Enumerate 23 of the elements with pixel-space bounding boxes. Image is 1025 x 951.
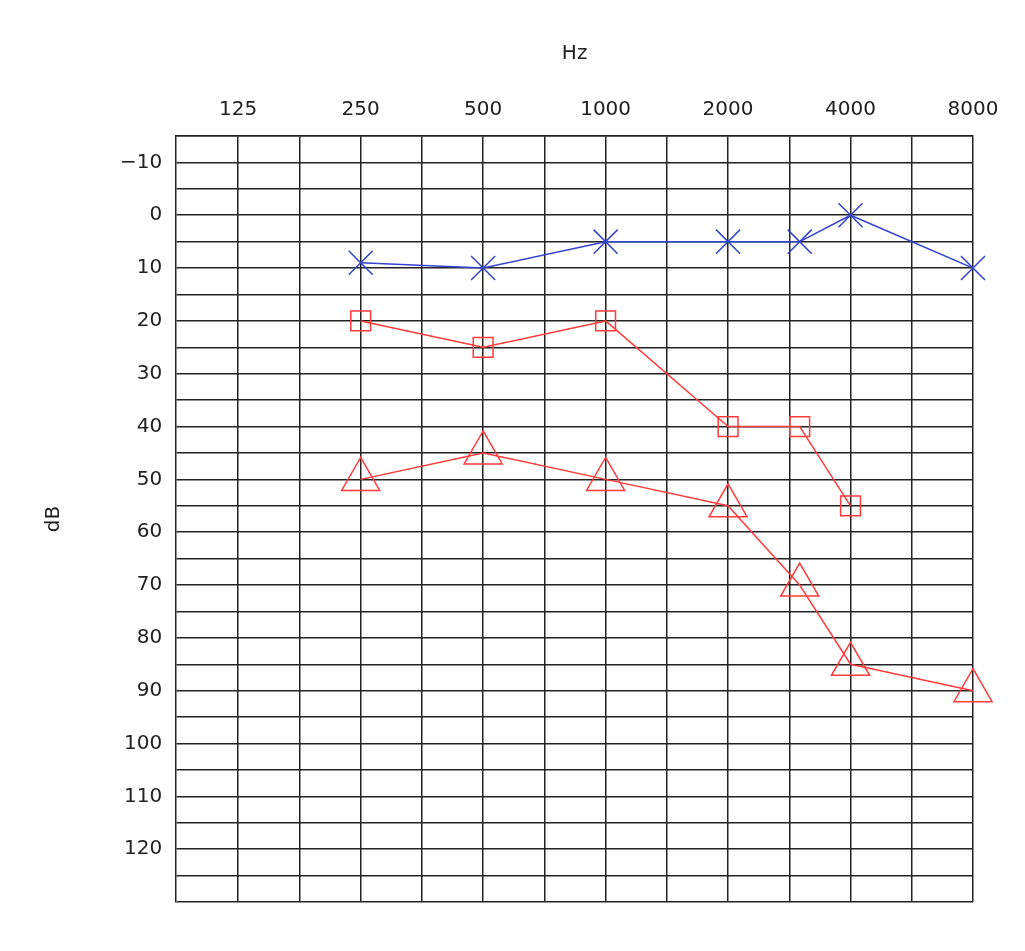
y-tick-label: 80: [136, 624, 163, 649]
y-tick-label: 20: [136, 307, 163, 332]
y-tick-label: 110: [124, 782, 163, 807]
y-tick-label: 100: [124, 729, 163, 754]
y-tick-label: 60: [136, 518, 163, 543]
y-tick-label: 10: [136, 254, 163, 279]
x-tick-label: 125: [219, 96, 258, 121]
y-tick-label: 30: [136, 359, 163, 384]
x-tick-label: 250: [341, 96, 380, 121]
y-tick-label: 120: [124, 835, 163, 860]
y-tick-label: 90: [136, 676, 163, 701]
y-tick-label: 70: [136, 571, 163, 596]
y-tick-label: 0: [149, 201, 163, 226]
x-tick-label: 4000: [825, 96, 876, 121]
x-tick-label: 2000: [702, 96, 754, 121]
y-axis-title: dB: [40, 505, 65, 533]
y-tick-label: 40: [136, 412, 163, 437]
x-tick-label: 8000: [947, 96, 999, 121]
x-tick-label: 500: [464, 96, 503, 121]
y-tick-label: 50: [136, 465, 163, 490]
x-axis-title: Hz: [561, 40, 588, 65]
y-tick-label: −10: [119, 148, 163, 173]
x-tick-label: 1000: [580, 96, 632, 121]
